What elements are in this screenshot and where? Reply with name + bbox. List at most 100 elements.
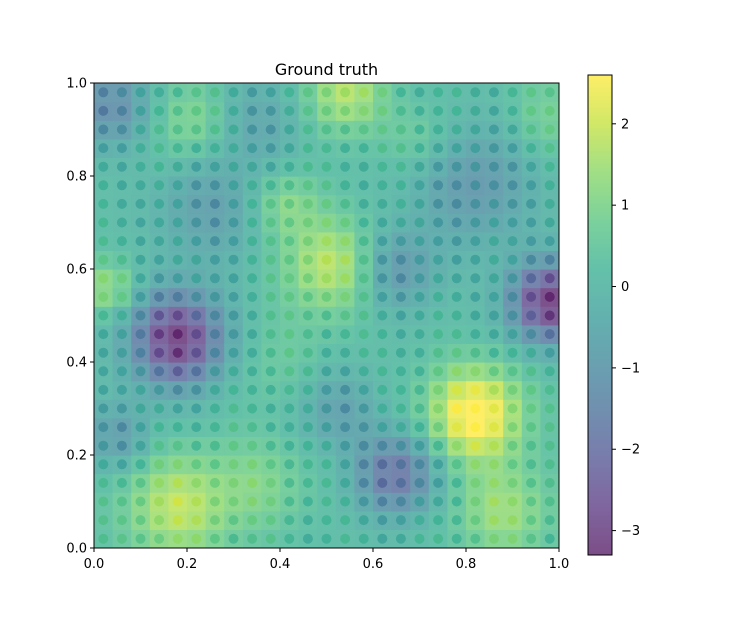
sample-point [135, 236, 146, 247]
colorbar-segment [588, 171, 612, 176]
sample-point [154, 143, 165, 154]
colorbar-segment [588, 95, 612, 100]
sample-point [470, 291, 481, 302]
sample-point [488, 273, 499, 284]
sample-point [228, 459, 239, 470]
sample-point [98, 366, 109, 377]
sample-point [302, 496, 313, 507]
sample-point [526, 403, 537, 414]
sample-point [172, 217, 183, 228]
y-tick-label: 1.0 [66, 77, 87, 92]
sample-point [135, 105, 146, 116]
sample-point [488, 440, 499, 451]
sample-point [451, 384, 462, 395]
sample-point [395, 198, 406, 209]
sample-point [358, 329, 369, 340]
sample-point [321, 143, 332, 154]
sample-point [488, 310, 499, 321]
sample-point [321, 366, 332, 377]
sample-point [247, 477, 258, 488]
sample-point [191, 273, 202, 284]
sample-point [302, 124, 313, 135]
sample-point [116, 310, 127, 321]
colorbar-segment [588, 331, 612, 336]
colorbar-segment [588, 275, 612, 280]
colorbar-segment [588, 435, 612, 440]
colorbar: −3 −2 −1 0 1 2 [587, 74, 640, 556]
sample-point [395, 236, 406, 247]
colorbar-segment [588, 511, 612, 516]
sample-point [507, 384, 518, 395]
sample-point [395, 515, 406, 526]
sample-point [377, 477, 388, 488]
sample-point [172, 422, 183, 433]
sample-point [302, 87, 313, 98]
sample-point [191, 403, 202, 414]
sample-point [302, 105, 313, 116]
sample-point [321, 403, 332, 414]
sample-point [135, 329, 146, 340]
sample-point [191, 161, 202, 172]
chart-title: Ground truth [275, 60, 378, 79]
sample-point [191, 124, 202, 135]
sample-point [451, 515, 462, 526]
sample-point [228, 403, 239, 414]
sample-point [358, 310, 369, 321]
sample-point [228, 105, 239, 116]
sample-point [209, 217, 220, 228]
sample-point [470, 87, 481, 98]
sample-point [284, 422, 295, 433]
sample-point [302, 254, 313, 265]
sample-point [340, 105, 351, 116]
colorbar-segment [588, 131, 612, 136]
sample-point [507, 515, 518, 526]
sample-point [321, 422, 332, 433]
sample-point [507, 422, 518, 433]
colorbar-segment [588, 363, 612, 368]
sample-point [98, 422, 109, 433]
sample-point [154, 161, 165, 172]
sample-point [135, 310, 146, 321]
sample-point [302, 384, 313, 395]
y-axis: 0.0 0.2 0.4 0.6 0.8 1.0 [66, 77, 94, 557]
sample-point [414, 310, 425, 321]
sample-point [433, 161, 444, 172]
sample-point [414, 533, 425, 544]
sample-point [135, 459, 146, 470]
sample-point [116, 236, 127, 247]
sample-point [470, 440, 481, 451]
sample-point [98, 180, 109, 191]
sample-point [507, 236, 518, 247]
sample-point [544, 440, 555, 451]
sample-point [395, 496, 406, 507]
sample-point [470, 533, 481, 544]
sample-point [488, 533, 499, 544]
sample-point [191, 533, 202, 544]
sample-point [507, 217, 518, 228]
sample-points [98, 87, 555, 544]
sample-point [395, 329, 406, 340]
colorbar-segment [588, 167, 612, 172]
sample-point [135, 496, 146, 507]
sample-point [172, 161, 183, 172]
sample-point [433, 310, 444, 321]
sample-point [172, 347, 183, 358]
sample-point [507, 291, 518, 302]
sample-point [284, 310, 295, 321]
sample-point [395, 347, 406, 358]
sample-point [228, 329, 239, 340]
sample-point [284, 329, 295, 340]
sample-point [488, 366, 499, 377]
sample-point [116, 366, 127, 377]
sample-point [191, 198, 202, 209]
colorbar-segment [588, 175, 612, 180]
colorbar-segment [588, 383, 612, 388]
sample-point [321, 496, 332, 507]
sample-point [544, 161, 555, 172]
sample-point [358, 422, 369, 433]
sample-point [154, 87, 165, 98]
sample-point [340, 180, 351, 191]
sample-point [358, 496, 369, 507]
colorbar-segment [588, 295, 612, 300]
sample-point [116, 161, 127, 172]
